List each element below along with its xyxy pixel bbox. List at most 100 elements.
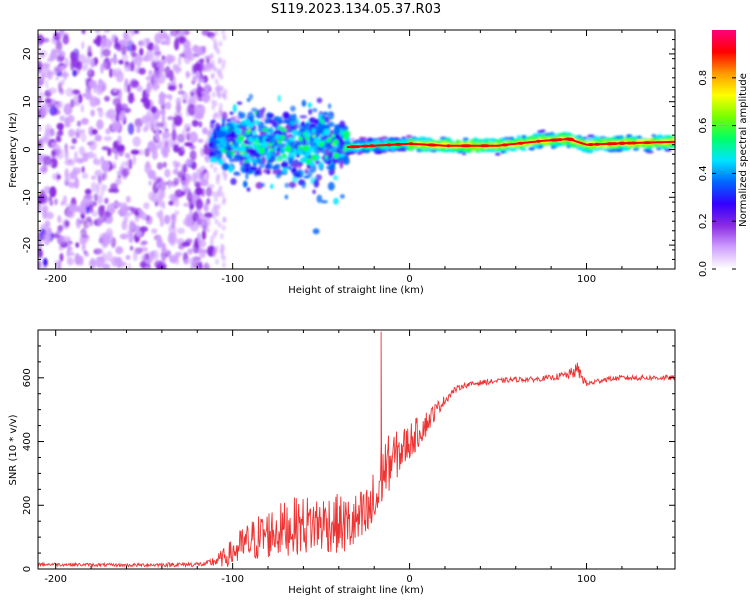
spectrogram-cell <box>203 147 211 155</box>
spectrogram-cell <box>71 137 78 144</box>
spectrogram-cell <box>195 168 203 181</box>
spectrogram-cell <box>64 168 69 181</box>
spectrogram-cell <box>201 90 207 96</box>
spectrogram-cell <box>532 144 540 148</box>
spectrogram-cell <box>647 145 653 149</box>
spectrogram-cell <box>217 221 222 228</box>
spectrogram-cell <box>50 48 58 60</box>
spectrogram-cell <box>63 103 73 116</box>
spectrogram-cell <box>113 88 118 93</box>
spectrogram-cell <box>115 246 124 255</box>
spectrogram-cell <box>132 136 141 147</box>
spectrogram-cell <box>310 137 314 142</box>
spectrogram-cell <box>38 248 43 259</box>
spectrogram-cell <box>82 64 86 72</box>
spectrogram-cell <box>187 103 196 116</box>
spectrogram-cell <box>215 129 223 138</box>
spectrogram-cell <box>508 146 515 151</box>
spectrogram-cell <box>571 143 579 147</box>
spectrogram-cell <box>553 140 561 145</box>
spectrogram-cell <box>191 119 199 127</box>
spectrogram-cell <box>217 191 221 198</box>
spectrogram-cell <box>160 31 165 41</box>
spectrogram-cell <box>220 248 225 255</box>
spectrogram-cell <box>88 260 95 267</box>
spectrogram-cell <box>181 179 189 187</box>
spectrogram-cell <box>214 30 219 36</box>
spectrogram-cell <box>144 147 150 157</box>
spectrogram-cell <box>144 162 152 174</box>
spectrogram-cell <box>154 201 159 207</box>
spectrogram-cell <box>56 174 61 180</box>
spectrogram-cell <box>81 172 89 179</box>
spectrogram-cell <box>141 240 148 246</box>
spectrogram-cell <box>278 155 283 161</box>
spectrogram-cell <box>205 170 210 181</box>
spectrogram-cell <box>115 111 120 124</box>
spectrogram-cell <box>158 59 165 69</box>
spectrogram-cell <box>201 94 206 102</box>
spectrogram-cell <box>237 135 245 142</box>
spectrogram-cell <box>107 108 116 119</box>
spectrogram-cell <box>38 260 42 269</box>
spectrogram-cell <box>156 58 160 68</box>
spectrogram-cell <box>171 213 177 226</box>
spectrogram-cell <box>141 41 149 47</box>
spectrogram-cell <box>204 212 213 219</box>
spectrogram-cell <box>102 263 111 269</box>
colorbar-tick-label: 0.2 <box>698 213 709 229</box>
spectrogram-cell <box>131 44 137 52</box>
spectrogram-cell <box>311 154 318 161</box>
spectrogram-cell <box>214 122 221 131</box>
spectrogram-cell <box>278 125 283 130</box>
spectrogram-cell <box>264 118 269 124</box>
spectrogram-cell <box>553 143 561 147</box>
spectrogram-cell <box>68 203 78 212</box>
spectrogram-cell <box>156 122 165 128</box>
spectrogram-cell <box>151 60 155 69</box>
spectrogram-cell <box>174 160 179 173</box>
spectrogram-cell <box>56 131 60 141</box>
spectrogram-cell <box>249 119 254 123</box>
spectrogram-cell <box>616 148 624 152</box>
spectrogram-cell <box>488 138 496 142</box>
spectrogram-cell <box>223 174 228 181</box>
colorbar-tick-label: 0.6 <box>698 118 709 134</box>
colorbar-ticks: 0.0 0.2 0.4 0.6 0.8 <box>698 70 736 277</box>
spectrogram-cell <box>118 59 124 65</box>
spectrogram-cell <box>213 196 218 203</box>
spectrogram-cell <box>121 167 130 177</box>
spectrogram-cell <box>383 146 389 150</box>
spectrogram-cell <box>611 138 620 142</box>
spectrogram-cell <box>494 152 501 156</box>
spectrogram-cell <box>298 136 303 142</box>
spectrogram-cell <box>243 180 248 188</box>
spectrogram-cell <box>302 132 307 136</box>
spectrogram-cell <box>186 158 191 166</box>
spectrogram-cell <box>51 150 56 158</box>
spectrogram-cell <box>222 196 227 203</box>
spectrogram-cell <box>145 76 153 81</box>
spectrogram-cell <box>133 30 140 34</box>
spectrogram-cell <box>178 30 185 37</box>
spectrogram-cell <box>54 198 58 206</box>
spectrogram-cell <box>95 35 102 47</box>
carrier-peak <box>361 144 370 148</box>
spectrogram-cell <box>97 215 103 226</box>
spectrogram-cell <box>102 48 111 57</box>
snr-ytick-label: 600 <box>22 368 33 387</box>
spectrogram-cell <box>100 184 108 192</box>
spectrogram-cell <box>116 144 125 152</box>
spectrogram-cell <box>303 130 312 139</box>
spectrogram-cell <box>302 124 309 130</box>
spectrogram-cell <box>568 133 573 137</box>
spectrogram-cell <box>221 224 226 231</box>
spectrogram-cell <box>405 147 414 151</box>
spectrogram-cell <box>124 152 131 159</box>
spectrogram-cell <box>421 145 427 149</box>
spectrogram-cell <box>282 167 288 173</box>
spectrogram-cell <box>278 143 286 148</box>
spectrogram-cell <box>315 174 322 181</box>
